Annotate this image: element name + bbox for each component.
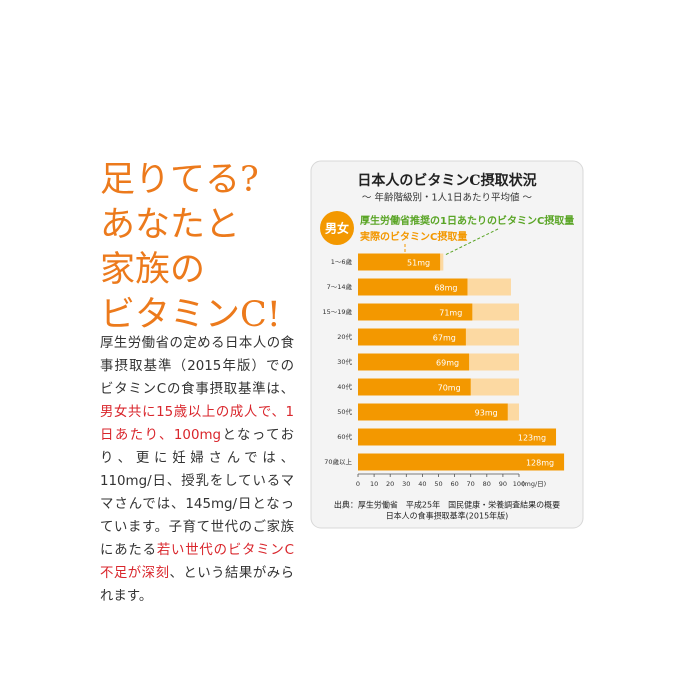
- data-label: 70mg: [438, 384, 461, 393]
- highlight-text: 男女共に15歳以上の成人で、1日あたり、100mg: [100, 405, 294, 443]
- y-tick-label: 60代: [337, 432, 352, 441]
- x-tick-label: 50: [434, 480, 442, 488]
- heading-line: 家族の: [100, 250, 206, 290]
- legend-label: 実際のビタミンC摂取量: [360, 230, 467, 243]
- bar: [358, 253, 441, 271]
- bar: [358, 378, 471, 396]
- source: 出典：厚生労働省 平成25年 国民健康・栄養調査結果の概要: [334, 500, 560, 510]
- text: 、という結果がみられます。: [100, 566, 295, 604]
- chart-subtitle: 〜 年齢階級別・1人1日あたり平均値 〜: [362, 192, 533, 204]
- x-tick-label: 0: [356, 480, 360, 488]
- x-tick-label: 40: [418, 480, 426, 488]
- heading-line: あなたと: [100, 205, 241, 245]
- chart-title: 日本人のビタミンC摂取状況: [357, 172, 536, 189]
- x-tick-label: 20: [386, 480, 394, 488]
- y-tick-label: 50代: [337, 407, 352, 416]
- data-label: 123mg: [518, 434, 546, 443]
- bar: [358, 403, 508, 421]
- y-tick-label: 20代: [337, 332, 352, 341]
- legend-label: 厚生労働省推奨の1日あたりのビタミンC摂取量: [360, 214, 574, 227]
- heading: 足りてる? あなたと家族のビタミンC!: [100, 158, 281, 338]
- bar: [358, 328, 466, 346]
- y-tick-label: 1〜6歳: [331, 257, 353, 266]
- x-tick-label: 60: [450, 480, 458, 488]
- data-label: 93mg: [475, 409, 498, 418]
- bar: [358, 303, 473, 321]
- y-tick-label: 70歳以上: [324, 457, 352, 466]
- badge: [320, 211, 354, 245]
- x-tick-label: 90: [499, 480, 507, 488]
- bar: [358, 428, 557, 446]
- bar: [358, 353, 470, 371]
- highlight-text: 若い世代のビタミンC不足が深刻: [100, 543, 294, 581]
- data-label: 51mg: [407, 259, 430, 268]
- y-tick-label: 7〜14歳: [327, 282, 353, 291]
- text: 厚生労働省の定める日本人の食事摂取基準（2015年版）でのビタミンCの食事摂取基…: [100, 336, 294, 397]
- data-label: 68mg: [434, 284, 457, 293]
- y-tick-label: 15〜19歳: [322, 307, 352, 316]
- bar: [358, 278, 468, 296]
- x-tick-label: 80: [483, 480, 491, 488]
- y-tick-label: 30代: [337, 357, 352, 366]
- data-label: 71mg: [439, 309, 462, 318]
- data-label: 67mg: [433, 334, 456, 343]
- y-tick-label: 40代: [337, 382, 352, 391]
- badge-text: 男女: [325, 221, 349, 236]
- x-axis-label: (mg/日): [522, 480, 546, 488]
- heading-line: 足りてる?: [100, 160, 259, 200]
- body-text: 厚生労働省の定める日本人の食事摂取基準（2015年版）でのビタミンCの食事摂取基…: [100, 332, 294, 608]
- data-label: 128mg: [526, 459, 554, 468]
- heading-line: ビタミンC!: [100, 295, 281, 335]
- x-tick-label: 100: [513, 480, 525, 488]
- x-tick-label: 30: [402, 480, 410, 488]
- x-tick-label: 10: [370, 480, 378, 488]
- x-tick-label: 70: [467, 480, 475, 488]
- data-label: 69mg: [436, 359, 459, 368]
- source: 日本人の食事摂取基準(2015年版): [386, 511, 509, 521]
- bar: [358, 453, 565, 471]
- text: となっており、更に妊婦さんでは、110mg/日、授乳をしているママさんでは、14…: [100, 428, 294, 558]
